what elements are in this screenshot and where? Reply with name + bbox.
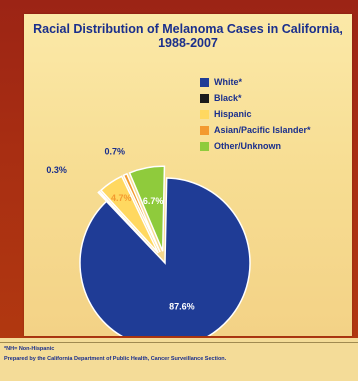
pie-label-other-unknown: 6.7% <box>143 196 164 206</box>
pie-label-hispanic: 4.7% <box>111 193 132 203</box>
legend-label-other-unknown: Other/Unknown <box>214 141 281 151</box>
footer-divider <box>0 342 358 343</box>
pie-slice-other-unknown <box>128 165 166 252</box>
pie-chart: 87.6% 0.3% 4.7% 0.7% 6.7% <box>46 146 251 336</box>
legend-swatch-hispanic <box>200 109 209 119</box>
pie-label-asian-pacific-islander: 0.7% <box>104 146 125 156</box>
pie-slice-white <box>79 177 251 336</box>
footnote-nh: *NH= Non-Hispanic <box>4 346 55 352</box>
legend-swatch-asian-pacific-islander <box>200 125 209 135</box>
footer-bar <box>0 338 358 381</box>
legend-label-hispanic: Hispanic <box>214 109 252 119</box>
pie-slice-black <box>97 190 158 255</box>
legend-swatch-white <box>200 77 209 87</box>
legend-label-asian-pacific-islander: Asian/Pacific Islander* <box>214 125 311 135</box>
pie-label-white: 87.6% <box>169 302 195 312</box>
pie-slice-hispanic <box>99 175 159 254</box>
legend-item-asian-pacific-islander: Asian/Pacific Islander* <box>200 122 311 138</box>
legend-label-white: White* <box>214 77 242 87</box>
footnote-source: Prepared by the California Department of… <box>4 356 227 362</box>
legend-item-black: Black* <box>200 90 311 106</box>
legend-item-white: White* <box>200 74 311 90</box>
legend-swatch-black <box>200 93 209 103</box>
pie-slice-asian-pacific-islander <box>122 172 161 253</box>
legend-swatch-other-unknown <box>200 141 209 151</box>
pie-label-black: 0.3% <box>46 165 67 175</box>
legend-label-black: Black* <box>214 93 242 103</box>
legend-item-other-unknown: Other/Unknown <box>200 138 311 154</box>
chart-title: Racial Distribution of Melanoma Cases in… <box>33 22 343 50</box>
chart-legend: White* Black* Hispanic Asian/Pacific Isl… <box>200 74 311 154</box>
legend-item-hispanic: Hispanic <box>200 106 311 122</box>
